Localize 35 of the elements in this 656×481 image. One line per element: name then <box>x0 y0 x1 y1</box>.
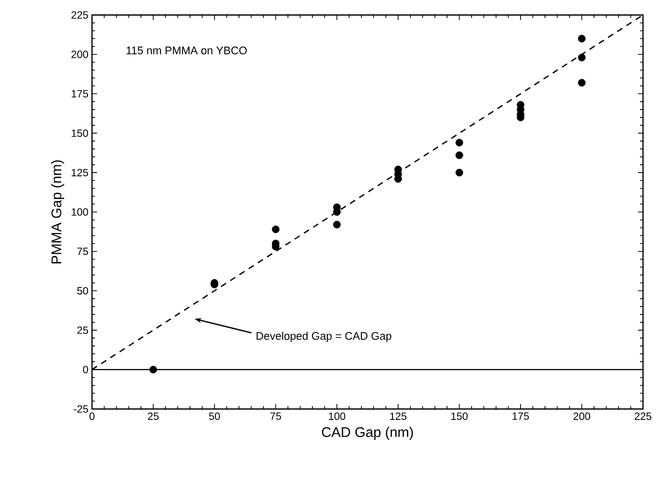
point <box>456 168 464 176</box>
point <box>272 226 280 234</box>
point <box>578 34 586 42</box>
y-tick-label: 25 <box>77 326 88 334</box>
x-tick-label: 225 <box>634 412 652 420</box>
x-axis-title: CAD Gap (nm) <box>322 426 413 440</box>
x-tick-label: 25 <box>148 412 159 420</box>
y-tick-label: -25 <box>74 405 88 413</box>
y-tick-label: 150 <box>72 129 88 137</box>
x-tick-label: 175 <box>512 412 529 420</box>
x-tick-label: 150 <box>451 412 468 420</box>
x-tick-label: 50 <box>209 412 220 420</box>
y-tick-label: 125 <box>72 168 88 176</box>
y-tick-label: 50 <box>77 287 88 295</box>
annotation: 115 nm PMMA on YBCO <box>126 46 247 54</box>
point <box>333 220 341 228</box>
y-tick-label: 175 <box>72 90 88 98</box>
y-tick-label: 225 <box>72 11 88 19</box>
x-tick-label: 125 <box>390 412 406 420</box>
point <box>394 175 402 183</box>
y-tick-label: 0 <box>83 366 88 374</box>
y-tick-label: 200 <box>72 50 88 58</box>
x-tick-label: 100 <box>328 412 346 420</box>
annotation: Developed Gap = CAD Gap <box>256 332 392 342</box>
point <box>578 54 586 62</box>
y-tick-label: 100 <box>72 208 88 216</box>
x-tick-label: 75 <box>270 412 282 420</box>
y-axis-title: PMMA Gap (nm) <box>51 160 64 264</box>
point <box>149 366 158 374</box>
point <box>456 151 464 160</box>
point <box>578 78 586 87</box>
x-tick-label: 0 <box>89 412 95 420</box>
point <box>456 138 464 146</box>
y-tick-label: 75 <box>77 248 88 256</box>
x-tick-label: 200 <box>574 412 590 420</box>
